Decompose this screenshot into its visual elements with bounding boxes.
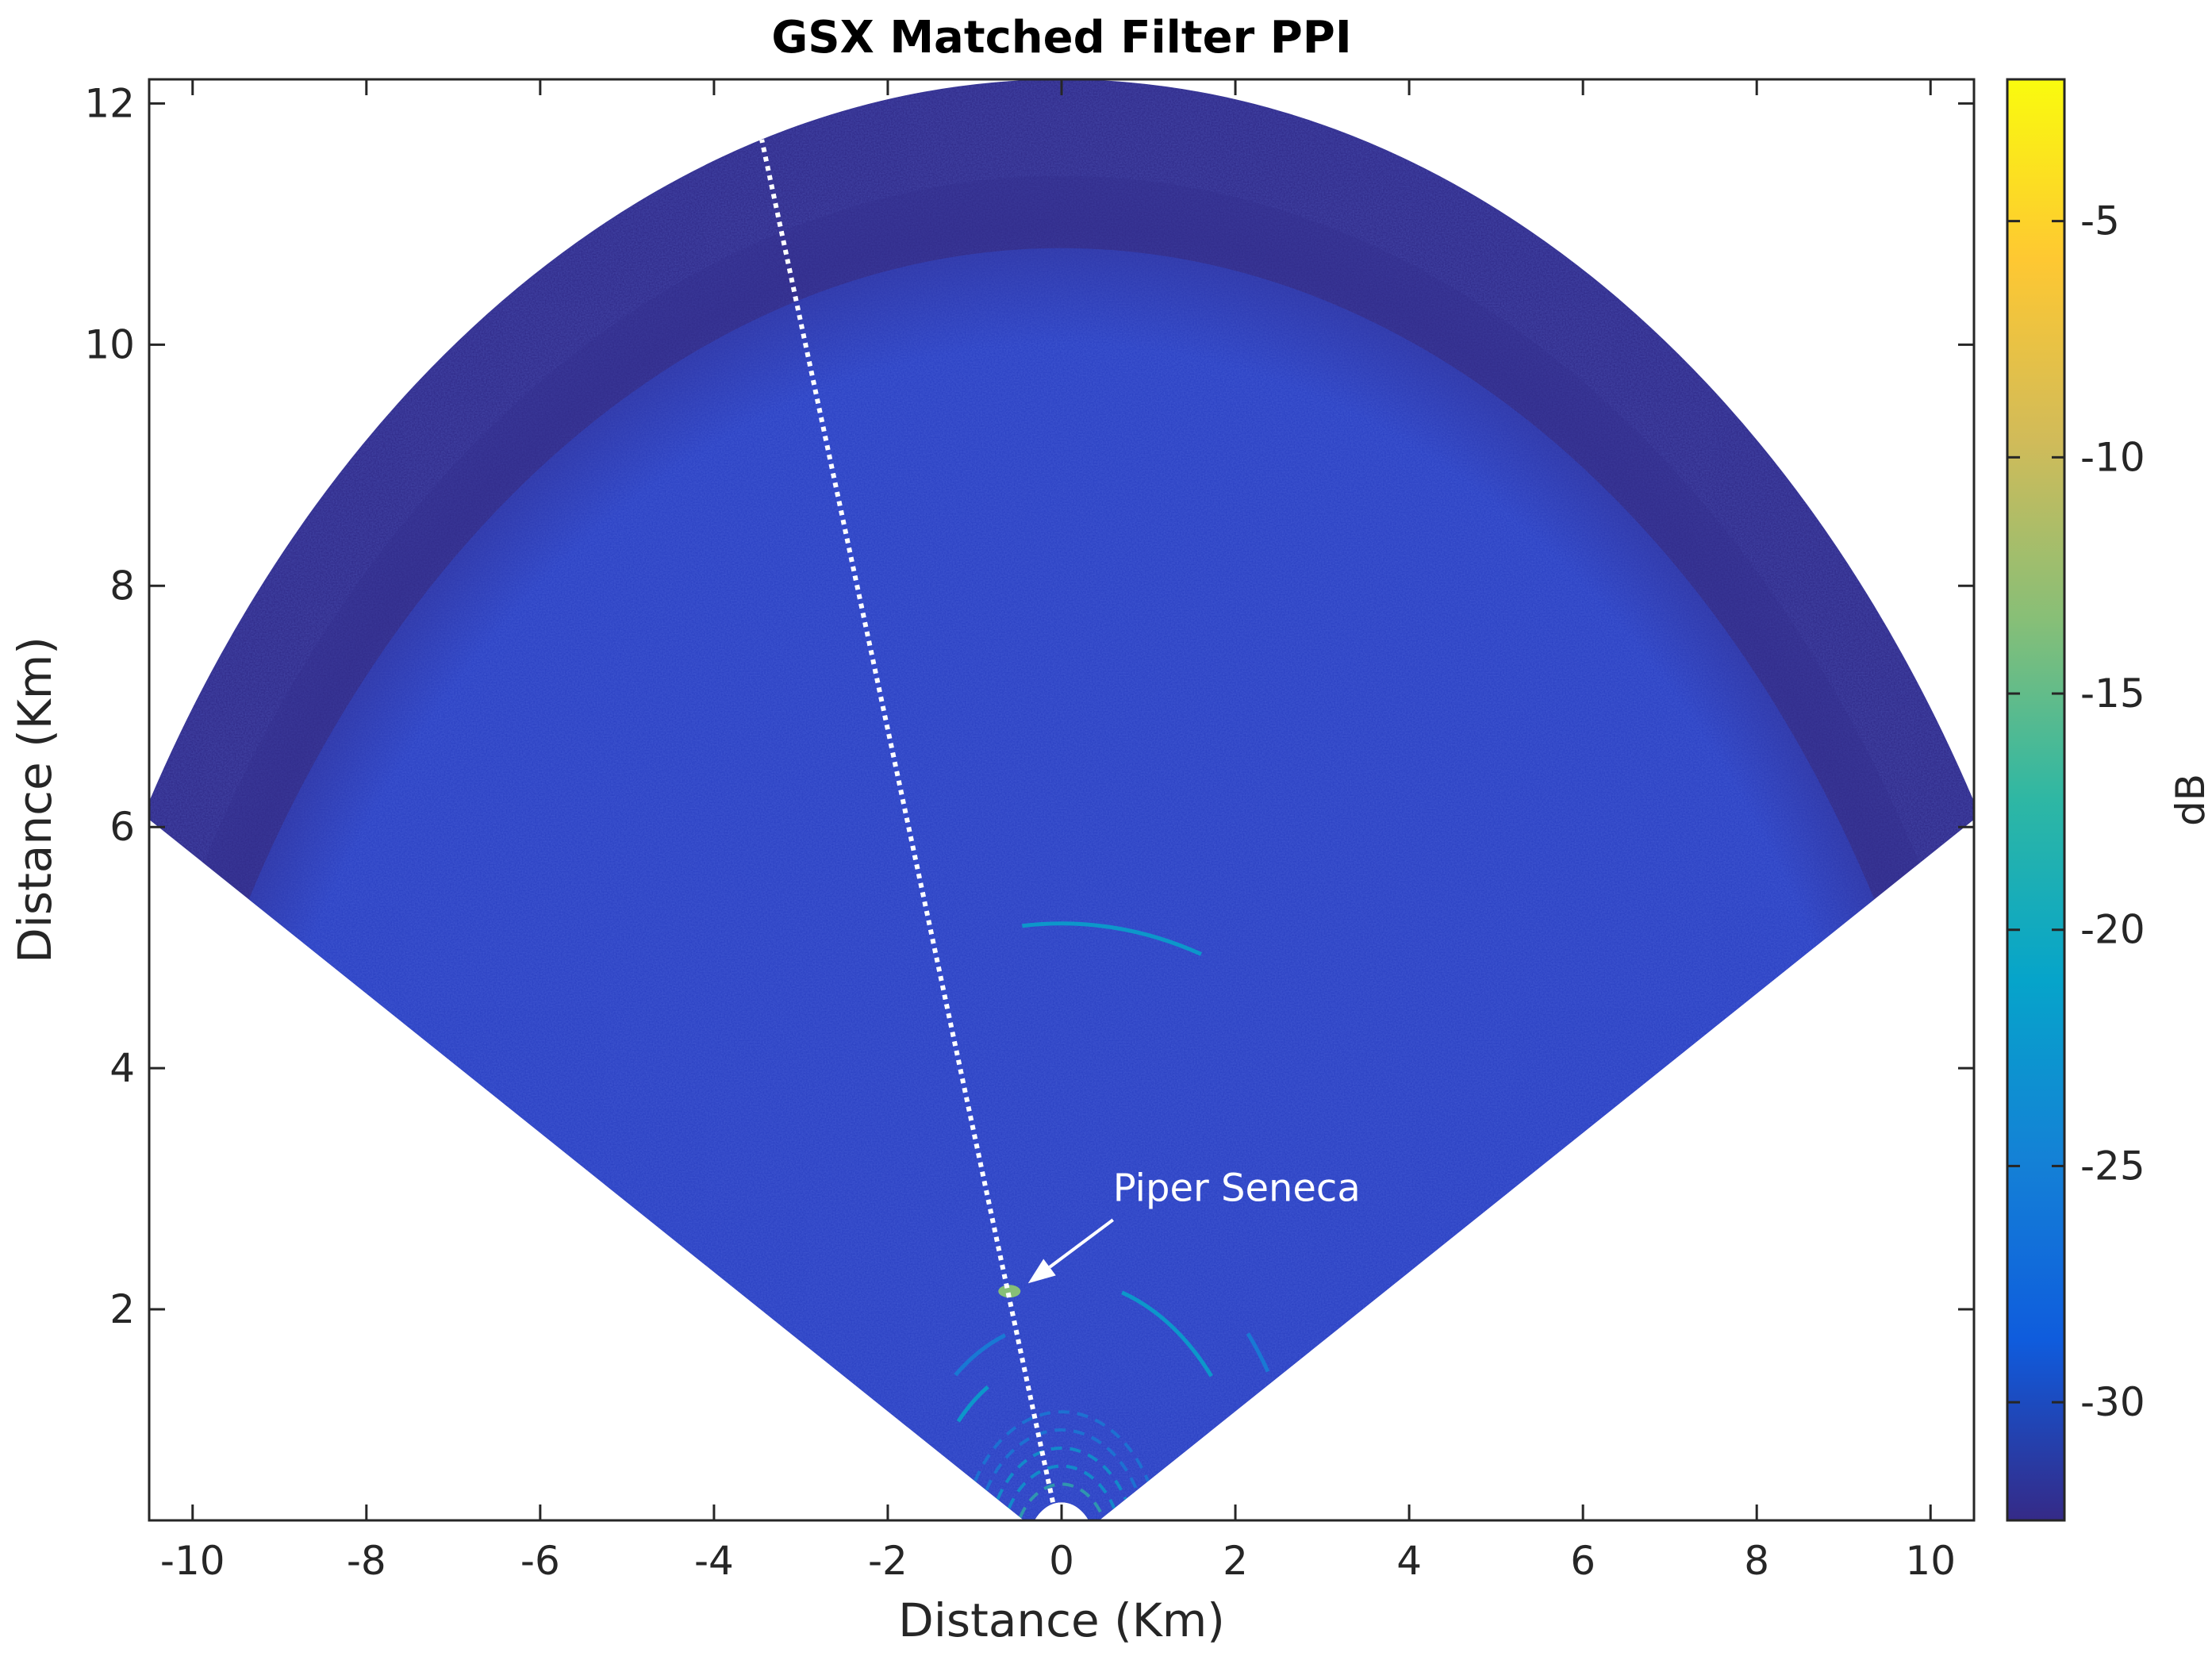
echo-arc-0 xyxy=(1022,921,1203,956)
colorbar-tick-label: -25 xyxy=(2080,1143,2145,1189)
echo-arc-2 xyxy=(1246,1332,1270,1373)
clutter-ring-1 xyxy=(1007,1464,1116,1509)
chart-title: GSX Matched Filter PPI xyxy=(771,12,1351,63)
x-tick-label: 10 xyxy=(1905,1538,1956,1584)
x-tick-label: 2 xyxy=(1223,1538,1248,1584)
y-tick-label: 12 xyxy=(84,80,135,126)
colorbar-tick-label: -15 xyxy=(2080,671,2145,717)
annotation: Piper Seneca xyxy=(1027,1166,1361,1284)
colorbar: -5 -10 -15 -20 -25 -30 dB xyxy=(2006,78,2212,1522)
targets xyxy=(998,1285,1021,1298)
echo-arc-3 xyxy=(956,1385,989,1423)
x-tick-label: 8 xyxy=(1744,1538,1769,1584)
annotation-arrow xyxy=(1048,1218,1114,1269)
y-tick-label: 4 xyxy=(109,1045,135,1091)
echo-arcs xyxy=(954,921,1270,1518)
colorbar-gradient xyxy=(2006,78,2066,1522)
echo-arc-4 xyxy=(954,1333,1006,1377)
y-axis-ticks: 2 4 6 8 10 12 xyxy=(84,80,1974,1332)
x-tick-label: -10 xyxy=(160,1538,225,1584)
annotation-arrowhead xyxy=(1027,1259,1056,1284)
colorbar-tick-label: -10 xyxy=(2080,434,2145,480)
colorbar-tick-label: -5 xyxy=(2080,198,2120,244)
x-axis-label: Distance (Km) xyxy=(898,1593,1225,1647)
plot-area xyxy=(149,79,1974,1520)
x-tick-label: 0 xyxy=(1049,1538,1074,1584)
x-tick-label: 4 xyxy=(1396,1538,1422,1584)
x-tick-label: -4 xyxy=(694,1538,734,1584)
y-tick-label: 8 xyxy=(109,563,135,609)
target-0 xyxy=(998,1285,1021,1298)
range-fade xyxy=(203,175,1920,1520)
colorbar-tick-label: -20 xyxy=(2080,907,2145,953)
ppi-sector xyxy=(149,79,1974,1520)
colorbar-tick-label: -30 xyxy=(2080,1379,2145,1425)
y-tick-label: 6 xyxy=(109,804,135,850)
clutter-ring-4 xyxy=(974,1410,1150,1482)
x-axis-ticks: -10 -8 -6 -4 -2 0 2 4 6 8 10 xyxy=(160,79,1956,1584)
x-tick-label: -2 xyxy=(868,1538,908,1584)
x-tick-label: -6 xyxy=(520,1538,560,1584)
annotation-label: Piper Seneca xyxy=(1113,1166,1361,1210)
colorbar-ticks: -5 -10 -15 -20 -25 -30 xyxy=(2007,198,2145,1425)
echo-arc-1 xyxy=(1121,1290,1213,1378)
y-tick-label: 2 xyxy=(109,1286,135,1332)
x-tick-label: 6 xyxy=(1570,1538,1596,1584)
clutter-ring-2 xyxy=(996,1446,1127,1501)
colorbar-label: dB xyxy=(2168,774,2212,826)
clutter-ring-3 xyxy=(985,1428,1139,1491)
y-axis-label: Distance (Km) xyxy=(8,636,62,963)
scan-line xyxy=(759,139,1055,1503)
x-tick-label: -8 xyxy=(347,1538,386,1584)
y-tick-label: 10 xyxy=(84,321,135,367)
